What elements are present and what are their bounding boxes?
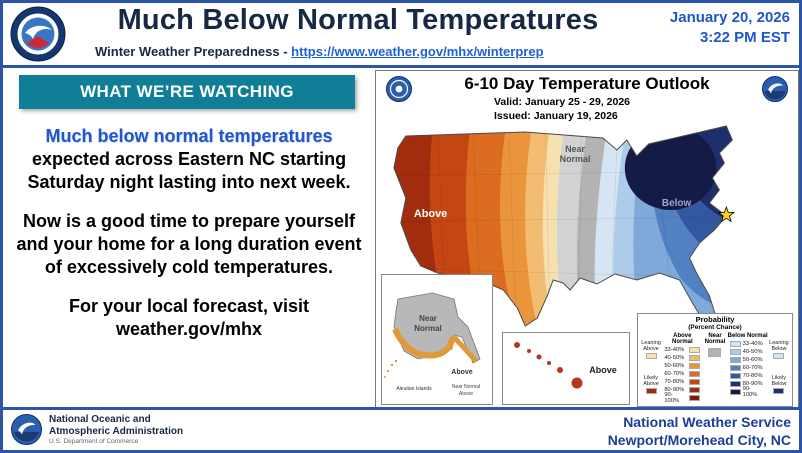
- legend-row: 33-40%: [662, 346, 702, 354]
- leaning-below-group: Leaning Below: [768, 340, 790, 361]
- alaska-map: Near Normal Above Aleutian Islands Near …: [384, 292, 481, 397]
- commerce-line: U.S. Department of Commerce: [49, 438, 139, 445]
- legend-row: 50-60%: [727, 356, 767, 364]
- valid-label: Valid:: [494, 96, 523, 108]
- date-text: January 20, 2026: [669, 9, 790, 26]
- noaa-seal-icon: [762, 76, 788, 102]
- watching-header-box: WHAT WE’RE WATCHING: [19, 75, 355, 109]
- legend-near-column: Near Normal: [703, 333, 728, 402]
- nws-office-line: Newport/Morehead City, NC: [607, 431, 791, 448]
- near-header-2: Normal: [704, 339, 726, 346]
- hawaii-inset: Above: [502, 332, 630, 405]
- paragraph-3: For your local forecast, visit weather.g…: [15, 295, 363, 341]
- valid-value: January 25 - 29, 2026: [524, 96, 631, 108]
- legend-side-below: Leaning Below Likely Below: [768, 333, 790, 402]
- noaa-line1: National Oceanic and: [49, 414, 151, 425]
- page-title: Much Below Normal Temperatures: [117, 4, 599, 36]
- legend-row: 90-100%: [662, 392, 702, 404]
- above-normal-header: Above Normal: [671, 333, 693, 346]
- legend-row: 90-100%: [727, 386, 767, 398]
- legend-row: 40-50%: [662, 354, 702, 362]
- location-star-icon: [717, 205, 736, 223]
- legend-title: Probability: [695, 315, 735, 324]
- nws-line1: National Weather Service: [623, 414, 791, 430]
- alaska-inset: Near Normal Above Aleutian Islands Near …: [381, 274, 493, 405]
- paragraph-1: Much below normal temperatures expected …: [15, 125, 363, 194]
- label-near-2: Normal: [560, 154, 591, 164]
- footer: National Oceanic and Atmospheric Adminis…: [3, 407, 799, 450]
- header-divider: [3, 65, 799, 68]
- label-near-1: Near: [565, 144, 585, 154]
- paragraph-3-line1: For your local forecast, visit: [68, 296, 310, 317]
- legend-below-column: Below Normal 33-40% 40-50% 50-60% 60-70% 70-…: [727, 333, 768, 402]
- near-header-1: Near: [708, 333, 722, 340]
- body-copy: Much below normal temperatures expected …: [9, 109, 369, 357]
- legend-row: 80-90%: [662, 386, 702, 394]
- legend-row: 33-40%: [727, 340, 767, 348]
- label-above: Above: [414, 208, 447, 220]
- alaska-label-near-1: Near: [419, 314, 437, 323]
- near-normal-chip: [708, 348, 722, 358]
- issued-label: Issued:: [494, 110, 531, 123]
- probability-legend: Probability (Percent Chance) Leaning Abo…: [637, 313, 793, 407]
- conus-map: Above Near Normal Below: [393, 125, 736, 327]
- legend-row: 60-70%: [727, 364, 767, 372]
- nws-logo: [10, 6, 66, 62]
- legend-row: 50-60%: [662, 362, 702, 370]
- legend-row: 70-80%: [662, 378, 702, 386]
- valid-issued-block: Valid: January 25 - 29, 2026 Issued: Jan…: [494, 95, 630, 123]
- winterprep-link[interactable]: https://www.weather.gov/mhx/winterprep: [291, 44, 544, 59]
- alaska-mini-above-label: Above: [459, 391, 473, 397]
- noaa-logo: [11, 414, 42, 445]
- alaska-mini-near-label: Near Normal: [452, 384, 480, 390]
- temperature-outlook-panel: 6-10 Day Temperature Outlook Valid: Janu…: [375, 70, 799, 413]
- hawaii-label-above: Above: [589, 365, 617, 375]
- nws-office-block: National Weather Service Newport/Morehea…: [608, 414, 791, 449]
- legend-row: 70-80%: [727, 372, 767, 380]
- alaska-label-above: Above: [451, 369, 473, 376]
- map-title: 6-10 Day Temperature Outlook: [464, 74, 710, 93]
- date-time: January 20, 2026 3:22 PM EST: [670, 8, 790, 47]
- legend-above-column: Above Normal 33-40% 40-50% 50-60% 60-70% 70-…: [662, 333, 702, 404]
- paragraph-1-rest: expected across Eastern NC starting Satu…: [27, 149, 351, 193]
- subtitle-label: Winter Weather Preparedness -: [95, 44, 288, 59]
- noaa-line2: Atmospheric Administration: [49, 425, 184, 437]
- subtitle-row: Winter Weather Preparedness - https://ww…: [95, 44, 544, 59]
- likely-below-group: Likely Below: [768, 375, 790, 396]
- legend-side-above: Leaning Above Likely Above: [640, 333, 662, 402]
- noaa-text-block: National Oceanic and Atmospheric Adminis…: [49, 414, 183, 445]
- forecast-url: weather.gov/mhx: [115, 319, 263, 340]
- aleutian-islands-label: Aleutian Islands: [396, 386, 432, 392]
- below-normal-header: Below Normal: [727, 333, 768, 340]
- commerce-seal-icon: [386, 76, 412, 102]
- watching-header-label: WHAT WE’RE WATCHING: [80, 82, 294, 101]
- legend-row: 80-90%: [727, 380, 767, 388]
- time-text: 3:22 PM EST: [699, 28, 790, 46]
- highlight-phrase: Much below normal temperatures: [45, 126, 333, 146]
- alaska-label-near-2: Normal: [414, 324, 442, 333]
- leaning-above-group: Leaning Above: [640, 340, 662, 361]
- legend-subtitle: (Percent Chance): [688, 324, 742, 332]
- issued-value: January 19, 2026: [533, 110, 618, 123]
- hawaii-map: Above: [514, 342, 617, 389]
- paragraph-2: Now is a good time to prepare yourself a…: [16, 211, 362, 278]
- legend-row: 40-50%: [727, 348, 767, 356]
- label-below: Below: [662, 198, 692, 209]
- legend-row: 60-70%: [662, 370, 702, 378]
- likely-above-group: Likely Above: [640, 375, 662, 396]
